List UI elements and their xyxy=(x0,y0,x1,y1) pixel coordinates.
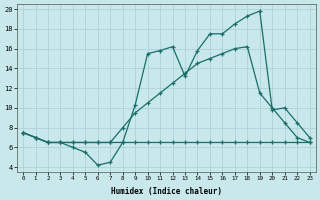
X-axis label: Humidex (Indice chaleur): Humidex (Indice chaleur) xyxy=(111,187,222,196)
